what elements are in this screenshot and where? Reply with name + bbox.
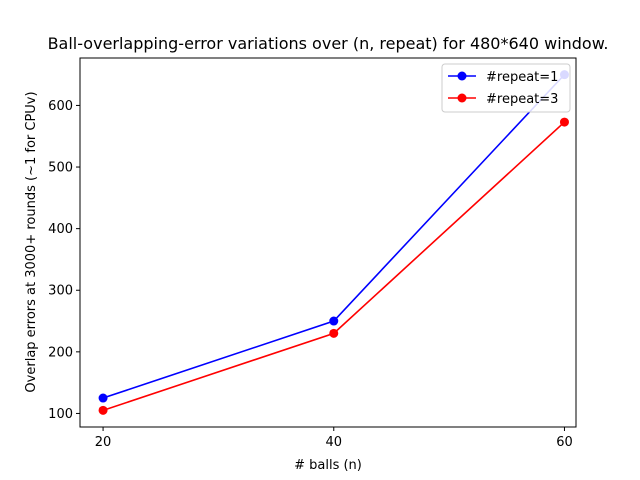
plot-area: 20 40 60 100 200 300 400 500 600: [48, 57, 577, 450]
plot-frame: [79, 57, 577, 428]
y-tick-label: 400: [48, 222, 73, 237]
y-tick-label: 600: [48, 99, 73, 114]
legend-marker-1: [457, 71, 467, 81]
legend: #repeat=1 #repeat=3: [441, 63, 571, 113]
x-tick-label: 20: [95, 435, 112, 450]
series-2-point: [98, 405, 108, 415]
y-tick-label: 100: [48, 407, 73, 422]
x-axis-title: # balls (n): [294, 458, 362, 473]
y-tick-label: 200: [48, 345, 73, 360]
legend-label-2: #repeat=3: [486, 92, 558, 107]
legend-marker-2: [457, 93, 467, 103]
x-tick-label: 60: [556, 435, 573, 450]
series-2-point: [559, 117, 569, 127]
chart-title: Ball-overlapping-error variations over (…: [48, 34, 609, 53]
y-axis-title: Overlap errors at 3000+ rounds (~1 for C…: [24, 91, 39, 392]
y-tick-label: 500: [48, 161, 73, 176]
series-1-point: [329, 316, 339, 326]
series-1-point: [98, 393, 108, 403]
series-2-point: [329, 328, 339, 338]
y-tick-label: 300: [48, 284, 73, 299]
legend-label-1: #repeat=1: [486, 70, 558, 85]
x-tick-label: 40: [325, 435, 342, 450]
